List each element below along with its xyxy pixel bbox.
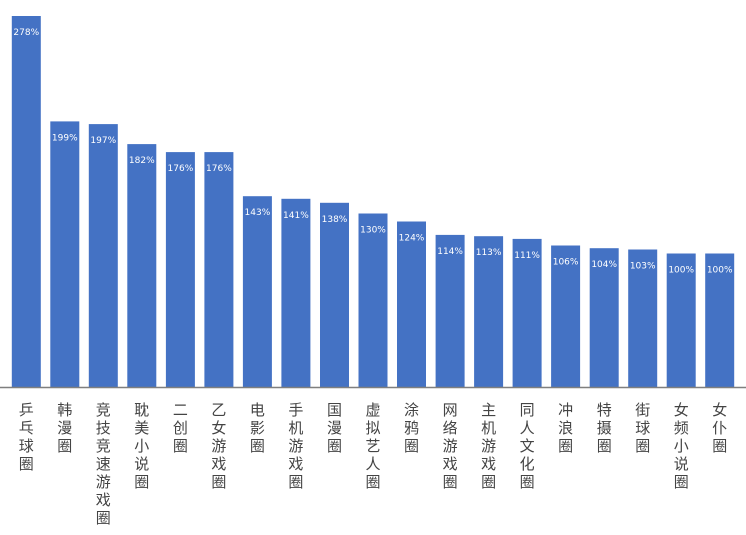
category-label-4: 二创圈 [173, 401, 188, 455]
category-label-18: 女仆圈 [712, 401, 727, 455]
category-label-13: 同人文化圈 [520, 401, 535, 491]
bar-6 [242, 196, 272, 387]
bar-value-label-0: 278% [13, 28, 39, 38]
bar-16 [628, 249, 658, 387]
bar-value-label-16: 103% [630, 262, 656, 272]
bar-15 [589, 248, 619, 387]
bar-value-label-10: 124% [399, 234, 425, 244]
bar-18 [705, 253, 735, 387]
bar-value-label-5: 176% [206, 164, 232, 174]
bar-9 [358, 213, 388, 387]
bar-13 [512, 238, 542, 387]
bar-8 [320, 202, 349, 387]
bar-3 [127, 144, 157, 387]
bar-value-label-11: 114% [437, 247, 463, 257]
category-label-9: 虚拟艺人圈 [365, 401, 380, 491]
bar-5 [204, 152, 234, 387]
category-label-2: 竞技竞速游戏圈 [96, 401, 111, 527]
bar-value-label-15: 104% [591, 260, 617, 270]
category-label-6: 电影圈 [250, 401, 265, 455]
bar-4 [165, 152, 195, 387]
bar-11 [435, 234, 465, 387]
category-label-11: 网络游戏圈 [443, 401, 458, 491]
category-label-8: 国漫圈 [327, 401, 342, 455]
category-label-5: 乙女游戏圈 [211, 401, 226, 491]
bar-10 [397, 221, 426, 387]
category-label-14: 冲浪圈 [558, 401, 573, 455]
bar-value-label-13: 111% [514, 251, 540, 261]
bar-12 [474, 236, 504, 387]
category-label-7: 手机游戏圈 [288, 401, 303, 491]
category-label-17: 女频小说圈 [674, 401, 689, 491]
bar-value-label-9: 130% [360, 226, 386, 236]
bar-17 [666, 253, 696, 387]
bar-1 [50, 121, 80, 388]
bar-value-label-8: 138% [322, 215, 348, 225]
bar-value-label-1: 199% [52, 133, 78, 143]
category-label-16: 街球圈 [635, 401, 650, 455]
bar-value-label-6: 143% [245, 208, 271, 218]
category-label-12: 主机游戏圈 [481, 401, 496, 491]
category-label-1: 韩漫圈 [57, 401, 72, 455]
bar-value-label-18: 100% [707, 266, 733, 276]
bar-value-label-17: 100% [668, 266, 694, 276]
bar-value-label-3: 182% [129, 156, 155, 166]
bar-0 [11, 16, 41, 387]
bar-value-label-4: 176% [168, 164, 194, 174]
bar-value-label-7: 141% [283, 211, 309, 221]
bar-value-label-14: 106% [553, 258, 579, 268]
bar-14 [551, 245, 581, 387]
category-label-0: 乒乓球圈 [19, 401, 34, 473]
bar-value-label-12: 113% [476, 248, 502, 258]
data-labels-group: 278% 199% 197% 182% 176% 176% 143% 141% 138% 130%… [13, 28, 733, 276]
bars-group [11, 16, 735, 388]
bar-2 [88, 124, 118, 387]
bar-value-label-2: 197% [90, 136, 116, 146]
category-label-10: 涂鸦圈 [404, 401, 419, 455]
category-labels-group: 乒乓球圈 韩漫圈 竞技竞速游戏圈 耽美小说圈 二创圈 乙女游戏圈 电影圈 手机游戏圈 国漫圈 虚拟… [19, 401, 727, 527]
category-label-3: 耽美小说圈 [134, 401, 149, 491]
category-label-15: 特摄圈 [597, 401, 612, 455]
bar-7 [281, 198, 311, 387]
